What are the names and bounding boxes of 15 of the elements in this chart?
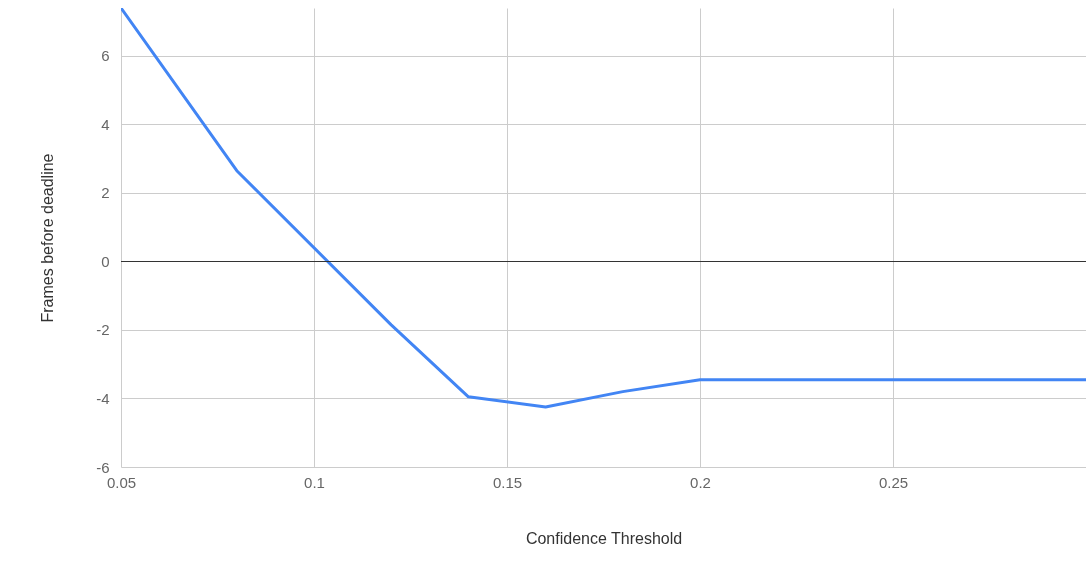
x-tick-label: 0.15 bbox=[492, 473, 523, 491]
y-tick-label: -6 bbox=[96, 458, 110, 476]
y-tick-label: 0 bbox=[101, 252, 110, 270]
y-tick-label: -4 bbox=[96, 389, 110, 407]
y-tick-label: 4 bbox=[101, 115, 110, 133]
y-tick-label: -2 bbox=[96, 321, 110, 339]
x-tick-label: 0.2 bbox=[690, 473, 711, 491]
x-tick-label: 0.25 bbox=[878, 473, 909, 491]
x-axis-title: Confidence Threshold bbox=[525, 529, 683, 547]
x-tick-label: 0.1 bbox=[304, 473, 325, 491]
y-axis-title: Frames before deadline bbox=[39, 153, 57, 323]
line-series bbox=[121, 8, 1086, 409]
x-tick-label: 0.05 bbox=[106, 473, 137, 491]
y-tick-label: 2 bbox=[101, 184, 110, 202]
y-tick-label: 6 bbox=[101, 47, 110, 65]
